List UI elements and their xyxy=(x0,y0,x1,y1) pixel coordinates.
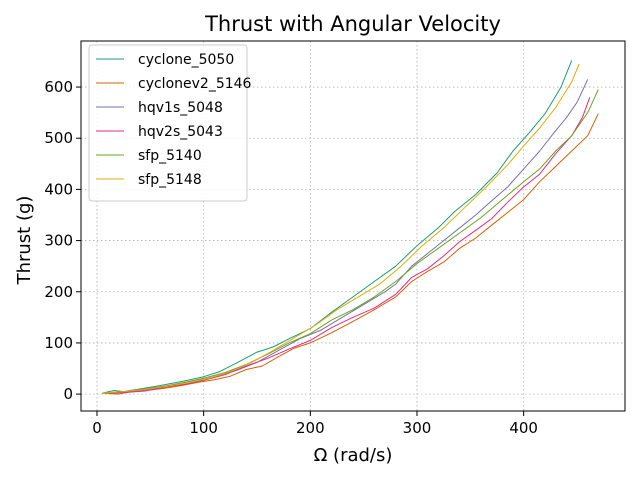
series-line-sfp_5140 xyxy=(102,89,599,394)
axis-ticks: 0 100 200 300 400 0 100 200 300 400 500 600 xyxy=(44,78,538,437)
legend-box xyxy=(88,44,248,202)
legend-label: hqv1s_5048 xyxy=(138,100,223,116)
series-line-cyclonev2_5146 xyxy=(102,113,599,395)
grid xyxy=(81,41,625,411)
plot-frame xyxy=(80,40,626,412)
x-axis-title: Ω (rad/s) xyxy=(314,445,393,466)
chart-title: Thrust with Angular Velocity xyxy=(204,12,501,36)
legend: cyclone_5050 cyclonev2_5146 hqv1s_5048 hqv2… xyxy=(88,44,252,202)
legend-label: cyclone_5050 xyxy=(138,52,234,68)
series-line-hqv2s_5043 xyxy=(102,97,591,394)
legend-label: sfp_5140 xyxy=(138,148,202,164)
y-tick-label: 0 xyxy=(63,385,73,403)
series-line-cyclone_5050 xyxy=(102,60,573,394)
x-tick-label: 0 xyxy=(92,419,102,437)
x-tick-label: 200 xyxy=(296,419,325,437)
y-tick-label: 500 xyxy=(44,129,73,147)
series-line-sfp_5148 xyxy=(102,63,580,394)
x-tick-label: 300 xyxy=(403,419,432,437)
x-tick-label: 400 xyxy=(509,419,538,437)
y-tick-label: 600 xyxy=(44,78,73,96)
x-tick-label: 100 xyxy=(189,419,218,437)
y-tick-label: 300 xyxy=(44,232,73,250)
series-lines xyxy=(102,60,599,395)
legend-label: sfp_5148 xyxy=(138,172,202,188)
y-tick-label: 100 xyxy=(44,334,73,352)
y-axis-title: Thrust (g) xyxy=(14,196,35,286)
y-tick-label: 200 xyxy=(44,283,73,301)
y-tick-label: 400 xyxy=(44,180,73,198)
legend-label: cyclonev2_5146 xyxy=(138,76,252,92)
legend-label: hqv2s_5043 xyxy=(138,124,223,140)
